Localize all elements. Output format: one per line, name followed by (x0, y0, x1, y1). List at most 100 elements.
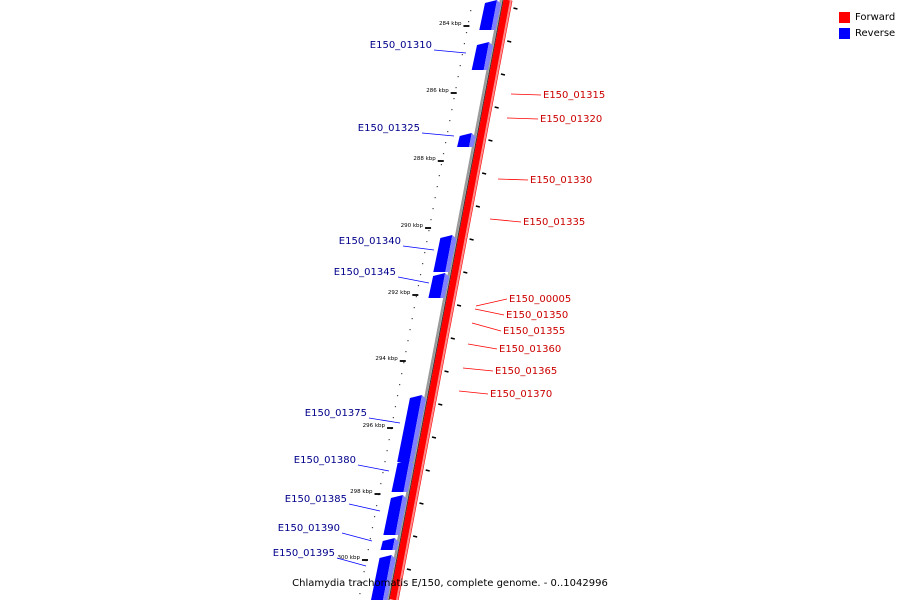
forward-gene-label: E150_01355 (503, 326, 565, 337)
reverse-gene-label: E150_01325 (358, 123, 420, 134)
position-dot (463, 43, 466, 45)
position-dot (403, 362, 405, 364)
minor-tick (507, 40, 512, 43)
position-dot (468, 21, 470, 23)
position-dot (371, 527, 374, 529)
position-dot (455, 87, 457, 89)
minor-tick (475, 205, 481, 208)
legend-reverse: Reverse (839, 25, 895, 41)
tick-label: 298 kbp (350, 489, 373, 495)
reverse-gene-label: E150_01390 (278, 523, 340, 534)
position-dot (461, 54, 463, 56)
reverse-gene-leader (357, 464, 390, 472)
reverse-gene-block (391, 460, 410, 492)
reverse-gene-label: E150_01375 (305, 408, 367, 419)
reverse-gene-block-side (409, 395, 426, 462)
forward-gene-leader (458, 390, 489, 395)
minor-tick (412, 535, 418, 538)
forward-strand-band (389, 0, 513, 600)
tick-label: 286 kbp (426, 88, 449, 94)
position-dot (396, 395, 399, 397)
reverse-gene-leader (348, 503, 381, 512)
position-dot (459, 65, 461, 67)
forward-swatch (839, 11, 850, 23)
position-dot (405, 351, 407, 353)
position-dot (451, 109, 453, 111)
reverse-gene-label: E150_01340 (339, 236, 401, 247)
reverse-gene-leader (336, 557, 367, 567)
backbone-edge (388, 0, 504, 600)
reverse-gene-block-side (440, 273, 450, 298)
reverse-gene-block (371, 555, 392, 600)
reverse-gene-leader (341, 532, 373, 542)
position-dot (417, 285, 420, 287)
minor-tick (500, 73, 506, 76)
position-dot (424, 252, 426, 254)
legend-reverse-label: Reverse (855, 27, 896, 39)
position-dot (388, 439, 390, 441)
forward-gene-label: E150_00005 (509, 294, 571, 305)
position-dot (447, 131, 449, 133)
position-dot (361, 582, 363, 584)
position-dot (432, 208, 434, 210)
legend-forward: Forward (839, 9, 895, 25)
reverse-gene-label: E150_01345 (334, 267, 396, 278)
position-dot (426, 241, 428, 243)
position-dot (440, 164, 443, 166)
position-dot (415, 296, 417, 298)
position-dot (382, 472, 384, 474)
position-dot (413, 307, 415, 309)
reverse-gene-block (471, 42, 490, 70)
reverse-gene-block-side (395, 495, 407, 535)
forward-gene-label: E150_01350 (506, 310, 568, 321)
position-dot (445, 142, 447, 144)
position-dot (399, 384, 401, 386)
forward-gene-label: E150_01315 (543, 90, 605, 101)
reverse-gene-leader (421, 132, 455, 137)
tick-label: 290 kbp (401, 223, 424, 229)
legend-forward-label: Forward (855, 11, 896, 23)
position-dot (411, 318, 413, 320)
reverse-gene-block-side (383, 555, 396, 600)
position-dot (430, 219, 432, 221)
minor-tick (444, 370, 449, 373)
minor-tick (406, 568, 412, 571)
reverse-gene-label: E150_01385 (285, 494, 347, 505)
position-dot (367, 549, 369, 551)
reverse-gene-leader (397, 276, 430, 284)
forward-gene-leader (462, 367, 494, 372)
reverse-gene-block-side (403, 460, 414, 492)
reverse-gene-block-side (392, 538, 399, 550)
position-dot (438, 175, 440, 177)
forward-gene-leader (489, 218, 522, 223)
tick-label: 288 kbp (413, 156, 436, 162)
reverse-gene-block (383, 495, 403, 535)
position-dot (369, 538, 371, 540)
position-dot (386, 450, 388, 452)
position-dot (407, 340, 409, 342)
reverse-gene-leader (368, 417, 401, 424)
position-dot (457, 76, 459, 78)
minor-tick (481, 172, 487, 175)
reverse-gene-leader (402, 245, 435, 251)
position-dot (373, 516, 376, 518)
forward-gene-leader (506, 117, 539, 120)
position-dot (436, 186, 438, 188)
position-dot (428, 230, 430, 232)
reverse-gene-block-side (445, 235, 457, 272)
minor-tick (456, 304, 462, 307)
position-dot (363, 571, 365, 573)
forward-gene-label: E150_01335 (523, 217, 585, 228)
position-dot (392, 417, 394, 419)
position-dot (422, 263, 424, 265)
tick-label: 284 kbp (439, 21, 462, 27)
position-dot (465, 32, 468, 34)
position-dot (470, 10, 472, 12)
position-dot (442, 153, 445, 155)
minor-tick (438, 403, 443, 406)
reverse-gene-leader (433, 49, 467, 54)
reverse-gene-block-side (491, 0, 501, 30)
minor-tick (463, 271, 468, 274)
minor-tick (513, 7, 518, 10)
